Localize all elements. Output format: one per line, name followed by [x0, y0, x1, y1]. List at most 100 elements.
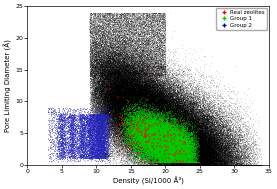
Point [157, 163, 161, 166]
Point [232, 163, 237, 166]
Point [155, 139, 159, 143]
Point [191, 116, 195, 119]
Point [145, 145, 149, 148]
Point [125, 84, 130, 87]
Point [121, 137, 126, 140]
Point [109, 62, 114, 65]
Point [123, 77, 128, 80]
Point [131, 71, 135, 74]
Point [121, 90, 126, 93]
Point [76, 133, 80, 136]
Point [199, 129, 204, 132]
Point [122, 112, 127, 115]
Point [177, 137, 182, 140]
Point [185, 119, 189, 122]
Point [160, 153, 164, 156]
Point [147, 81, 151, 84]
Point [127, 87, 132, 90]
Point [95, 126, 99, 129]
Point [191, 149, 196, 153]
Point [167, 107, 171, 110]
Point [168, 125, 172, 128]
Point [172, 147, 176, 150]
Point [190, 147, 194, 150]
Point [213, 163, 217, 166]
Point [178, 123, 182, 126]
Point [106, 108, 111, 111]
Point [137, 125, 141, 128]
Point [201, 163, 205, 166]
Point [130, 119, 134, 122]
Point [188, 119, 192, 122]
Point [126, 49, 130, 52]
Point [194, 110, 199, 113]
Point [173, 122, 177, 125]
Point [122, 63, 127, 66]
Point [225, 163, 230, 166]
Point [133, 89, 138, 92]
Point [92, 88, 97, 91]
Point [92, 153, 96, 156]
Point [205, 163, 210, 166]
Point [82, 129, 86, 132]
Point [88, 147, 93, 150]
Point [159, 131, 163, 134]
Point [134, 85, 138, 88]
Point [186, 143, 190, 146]
Point [172, 117, 177, 120]
Point [94, 109, 98, 112]
Point [124, 145, 129, 148]
Point [146, 47, 150, 50]
Point [162, 91, 167, 94]
Point [149, 122, 153, 125]
Point [131, 84, 136, 87]
Point [173, 130, 177, 133]
Point [234, 146, 238, 149]
Point [142, 130, 147, 133]
Point [154, 139, 159, 142]
Point [224, 145, 229, 148]
Point [208, 160, 212, 163]
Point [161, 121, 165, 124]
Point [123, 36, 128, 39]
Point [167, 89, 171, 92]
Point [195, 162, 199, 165]
Point [149, 47, 154, 50]
Point [175, 105, 180, 108]
Point [161, 140, 166, 143]
Point [72, 123, 76, 126]
Point [188, 136, 193, 139]
Point [168, 143, 172, 146]
Point [125, 76, 129, 79]
Point [201, 132, 205, 135]
Point [116, 91, 120, 94]
Point [179, 152, 184, 155]
Point [161, 158, 166, 161]
Point [207, 140, 211, 143]
Point [101, 109, 106, 112]
Point [138, 122, 143, 125]
Point [89, 142, 94, 145]
Point [134, 103, 138, 106]
Point [108, 70, 112, 73]
Point [174, 153, 178, 156]
Point [82, 132, 86, 135]
Point [91, 110, 95, 113]
Point [176, 106, 181, 109]
Point [99, 33, 103, 36]
Point [167, 146, 172, 149]
Point [167, 82, 171, 85]
Point [127, 113, 131, 116]
Point [93, 64, 97, 67]
Point [176, 89, 180, 92]
Point [145, 132, 150, 136]
Point [176, 116, 181, 119]
Point [175, 103, 179, 106]
Point [127, 115, 131, 118]
Point [156, 64, 160, 67]
Point [114, 90, 118, 93]
Point [109, 79, 113, 82]
Point [143, 136, 148, 139]
Point [172, 143, 176, 146]
Point [112, 68, 117, 71]
